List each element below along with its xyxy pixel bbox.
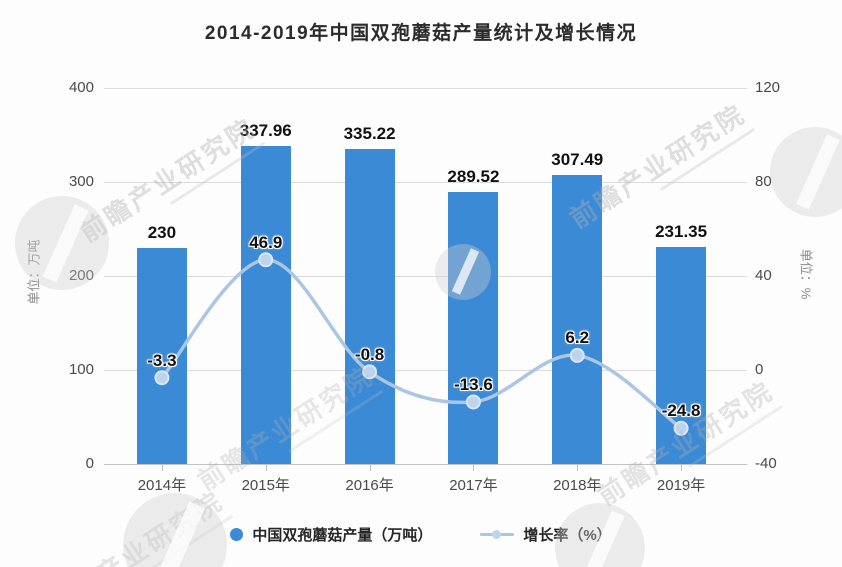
- line-series-marker-icon: [480, 528, 515, 541]
- x-axis-label: 2016年: [345, 477, 394, 494]
- gridline: [104, 276, 747, 277]
- line-value-label: -0.8: [354, 344, 385, 364]
- x-axis-label: 2015年: [241, 477, 290, 494]
- x-axis-tick: [265, 464, 267, 471]
- right-axis-tick-label: 0: [755, 361, 764, 378]
- line-point-marker: [569, 347, 585, 363]
- line-value-label: -3.3: [147, 350, 177, 370]
- line-value-label: -13.6: [454, 374, 493, 394]
- bar-value-label: 289.52: [447, 166, 500, 186]
- watermark-logo-icon: [770, 127, 842, 217]
- bar-2016年: [344, 148, 395, 464]
- x-axis-tick: [161, 464, 163, 471]
- gridline: [104, 464, 747, 465]
- right-axis-tick-label: 40: [755, 267, 772, 284]
- bar-series-marker-icon: [230, 528, 244, 541]
- line-point-marker: [673, 420, 689, 436]
- x-axis-label: 2014年: [137, 477, 187, 494]
- left-axis-tick-label: 100: [68, 361, 94, 378]
- line-value-label: 6.2: [565, 328, 590, 348]
- line-value-label: -24.8: [661, 401, 701, 421]
- x-axis-tick: [681, 464, 683, 471]
- x-axis-label: 2019年: [656, 477, 706, 494]
- line-point-marker: [465, 394, 481, 410]
- x-axis-tick: [577, 464, 579, 471]
- line-path: [160, 258, 683, 431]
- bar-value-label: 307.49: [551, 149, 604, 169]
- bar-value-label: 230: [147, 222, 177, 242]
- bar-2015年: [240, 146, 291, 464]
- watermark-logo-icon: [555, 503, 645, 567]
- line-point-marker: [154, 370, 170, 386]
- bar-value-label: 231.35: [655, 221, 708, 241]
- right-axis-unit-label: 单位：%: [798, 248, 814, 300]
- gridline: [104, 88, 747, 89]
- gridline: [104, 370, 747, 371]
- right-axis-tick-label: 80: [755, 173, 772, 190]
- left-axis-tick-label: 300: [68, 173, 94, 190]
- watermark-logo-icon: [435, 244, 491, 300]
- line-value-label: 46.9: [249, 232, 283, 252]
- watermark-logo-icon: [123, 493, 227, 567]
- legend-item-production: 中国双孢蘑菇产量（万吨）: [230, 524, 432, 545]
- bar-2017年: [448, 191, 499, 464]
- left-axis-tick-label: 0: [85, 455, 94, 472]
- x-axis-label: 2017年: [449, 477, 498, 494]
- legend-label-production: 中国双孢蘑菇产量（万吨）: [252, 527, 433, 544]
- watermark-logo-icon: [15, 196, 109, 290]
- bar-value-label: 337.96: [239, 121, 292, 141]
- chart-title: 2014-2019年中国双孢蘑菇产量统计及增长情况: [204, 23, 638, 44]
- gridline: [104, 182, 747, 183]
- right-axis-tick-label: -40: [755, 455, 777, 472]
- x-axis-tick: [473, 464, 475, 471]
- x-axis-label: 2018年: [553, 477, 602, 494]
- x-axis-tick: [369, 464, 371, 471]
- left-axis-tick-label: 400: [68, 79, 94, 96]
- line-point-marker: [362, 364, 378, 380]
- right-axis-tick-label: 120: [755, 79, 781, 96]
- bar-value-label: 335.22: [343, 123, 396, 143]
- line-point-marker: [258, 252, 274, 268]
- bar-2018年: [552, 174, 603, 464]
